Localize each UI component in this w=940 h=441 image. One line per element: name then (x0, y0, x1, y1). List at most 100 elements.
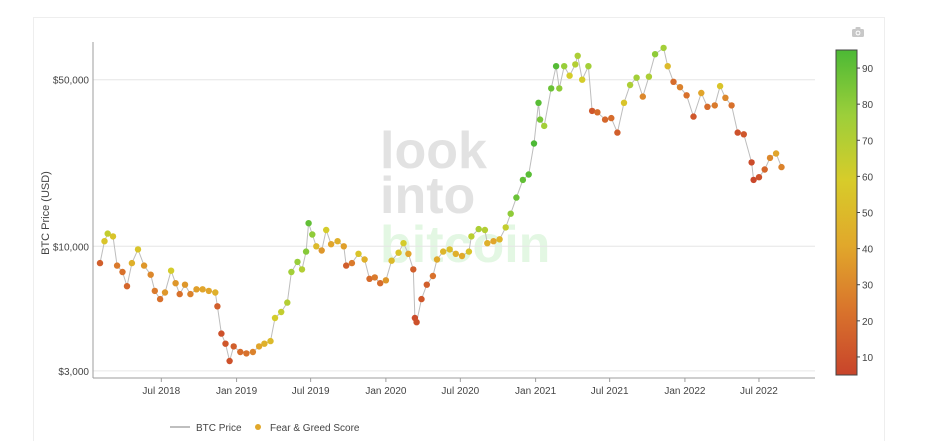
fear-greed-point (541, 122, 548, 130)
y-tick-label: $3,000 (58, 367, 89, 378)
fear-greed-point (237, 348, 244, 356)
chart-panel (33, 17, 885, 441)
fear-greed-point (318, 247, 325, 254)
fear-greed-point (585, 62, 592, 70)
fear-greed-point (778, 163, 785, 171)
fear-greed-point (429, 272, 437, 280)
fear-greed-point (574, 52, 581, 59)
camera-icon[interactable] (852, 27, 864, 37)
legend-item-btc-price[interactable]: BTC Price (170, 423, 242, 434)
x-tick-label: Jul 2019 (292, 386, 330, 397)
fear-greed-point (660, 44, 667, 52)
fear-greed-point (382, 277, 390, 284)
fear-greed-point (507, 210, 514, 217)
watermark-line2: into (380, 167, 475, 225)
colorbar-tick-label: 60 (862, 172, 874, 183)
fear-greed-point (601, 116, 609, 123)
fear-greed-point (172, 280, 179, 287)
fear-greed-point (698, 89, 705, 97)
fear-greed-point (433, 256, 441, 263)
fear-greed-point (755, 174, 763, 181)
fear-greed-point (96, 259, 104, 267)
fear-greed-point (728, 102, 735, 109)
fear-greed-point (187, 290, 194, 298)
fear-greed-point (475, 225, 482, 233)
colorbar-tick-label: 40 (862, 245, 874, 256)
fear-greed-point (465, 248, 473, 255)
fear-greed-point (639, 93, 646, 100)
fear-greed-point (288, 268, 295, 276)
y-tick-label: $50,000 (53, 76, 90, 87)
x-tick-label: Jan 2020 (365, 386, 407, 397)
y-axis-title: BTC Price (USD) (40, 171, 52, 255)
colorbar: 10 20 30 40 50 60 70 80 90 (835, 49, 874, 376)
fear-greed-point (481, 226, 489, 234)
fear-greed-point (468, 233, 475, 240)
fear-greed-point (278, 308, 285, 316)
fear-greed-point (261, 340, 268, 347)
fear-greed-point (323, 226, 330, 234)
fear-greed-point (690, 113, 697, 120)
fear-greed-point (405, 250, 412, 257)
colorbar-tick-label: 90 (862, 64, 874, 75)
fear-greed-point (633, 74, 640, 81)
colorbar-gradient (835, 49, 858, 376)
fear-greed-point (530, 140, 538, 147)
fear-greed-point (664, 62, 671, 70)
fear-greed-point (243, 350, 250, 357)
fear-greed-point (535, 99, 542, 107)
fear-greed-point (134, 246, 142, 253)
fear-greed-point (193, 286, 200, 293)
fear-greed-point (740, 131, 747, 138)
fear-greed-point (395, 249, 402, 256)
fear-greed-point (484, 240, 491, 247)
x-tick-label: Jul 2022 (740, 386, 778, 397)
legend-item-fear-greed[interactable]: Fear & Greed Score (255, 423, 360, 434)
axes (92, 42, 815, 379)
fear-greed-point (298, 266, 306, 273)
fear-greed-point (766, 154, 774, 162)
fear-greed-point (361, 256, 368, 263)
fear-greed-point (294, 258, 301, 266)
fear-greed-point (101, 238, 108, 245)
fear-greed-point (151, 287, 158, 295)
fear-greed-point (519, 176, 527, 184)
fear-greed-point (748, 159, 755, 166)
fear-greed-point (552, 62, 560, 70)
fear-greed-point (536, 116, 544, 123)
fear-greed-point (490, 238, 497, 245)
fear-greed-point (452, 250, 459, 257)
fear-greed-point (222, 340, 229, 347)
fear-greed-point (355, 250, 362, 257)
fear-greed-point (579, 76, 586, 83)
fear-greed-point (608, 114, 615, 122)
fear-greed-point (302, 248, 310, 255)
fear-greed-point (400, 240, 407, 247)
y-tick-labels: $3,000 $10,000 $50,000 (53, 76, 90, 378)
fear-greed-point (410, 266, 417, 273)
fear-greed-point (140, 262, 148, 269)
watermark-line3: bitcoin (380, 216, 550, 274)
fear-greed-point (343, 262, 350, 269)
fear-greed-point (423, 281, 430, 288)
fear-greed-point (614, 129, 621, 136)
fear-greed-point (309, 231, 316, 238)
fear-greed-point (502, 224, 509, 231)
fear-greed-point (271, 314, 279, 322)
legend-label: Fear & Greed Score (270, 423, 360, 434)
legend-label: BTC Price (196, 423, 242, 434)
fear-greed-point (123, 283, 131, 290)
fear-greed-point (226, 357, 233, 365)
fear-greed-point (348, 259, 356, 267)
colorbar-tick-label: 50 (862, 209, 874, 220)
fear-greed-point (334, 238, 341, 245)
fear-greed-point (147, 271, 154, 278)
x-tick-label: Jan 2021 (515, 386, 557, 397)
fear-greed-point (561, 62, 568, 70)
fear-greed-point (750, 176, 757, 184)
fear-greed-point (249, 348, 257, 356)
fear-greed-point (230, 343, 237, 350)
fear-greed-point (327, 241, 335, 248)
fear-greed-point (104, 230, 111, 237)
fear-greed-points (96, 44, 785, 365)
